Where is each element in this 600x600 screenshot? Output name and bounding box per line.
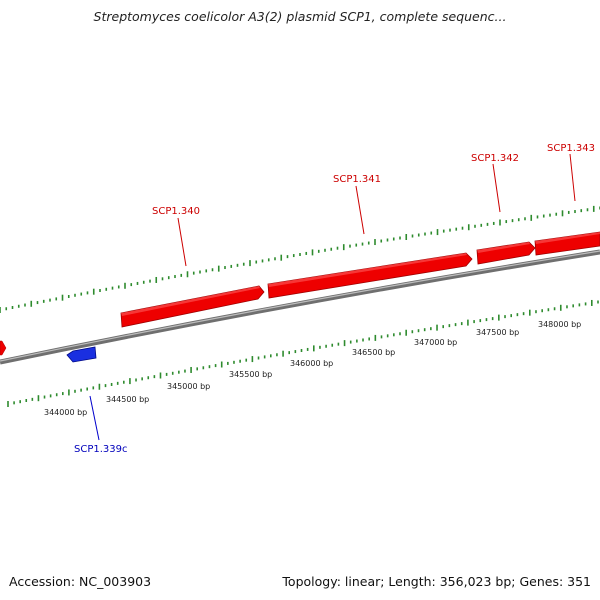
lower-tick-track bbox=[7, 299, 599, 407]
ruler-label: 346000 bp bbox=[290, 359, 333, 368]
upper-tick-track bbox=[0, 205, 600, 313]
topology-summary: Topology: linear; Length: 356,023 bp; Ge… bbox=[282, 574, 591, 589]
ruler-label: 348000 bp bbox=[538, 320, 581, 329]
gene-arrow-partial[interactable] bbox=[0, 340, 7, 356]
ruler-label: 345000 bp bbox=[167, 382, 210, 391]
label-leader bbox=[569, 153, 576, 202]
accession-text: Accession: NC_003903 bbox=[9, 574, 152, 589]
sequence-backbone bbox=[0, 249, 600, 365]
gene-label-scp1-339c[interactable]: SCP1.339c bbox=[74, 444, 128, 455]
label-leader bbox=[177, 217, 187, 267]
ruler-label: 344000 bp bbox=[44, 408, 87, 417]
label-leader bbox=[492, 163, 501, 213]
gene-arrow-scp1-342[interactable] bbox=[476, 241, 536, 265]
gene-arrow-scp1-340[interactable] bbox=[120, 285, 265, 328]
gene-arrow-scp1-341[interactable] bbox=[267, 252, 473, 299]
gene-arrow-scp1-343[interactable] bbox=[534, 231, 600, 256]
gene-label-scp1-340[interactable]: SCP1.340 bbox=[152, 206, 200, 217]
label-leader bbox=[355, 185, 365, 235]
gene-label-scp1-342[interactable]: SCP1.342 bbox=[471, 153, 519, 164]
ruler-label: 347000 bp bbox=[414, 338, 457, 347]
label-leader bbox=[89, 395, 100, 441]
gene-label-scp1-341[interactable]: SCP1.341 bbox=[333, 174, 381, 185]
gene-label-scp1-343[interactable]: SCP1.343 bbox=[547, 143, 595, 154]
map-title: Streptomyces coelicolor A3(2) plasmid SC… bbox=[93, 9, 507, 24]
ruler-label: 346500 bp bbox=[352, 348, 395, 357]
gene-arrow-scp1-339c[interactable] bbox=[66, 346, 97, 363]
ruler-label: 347500 bp bbox=[476, 328, 519, 337]
ruler-label: 344500 bp bbox=[106, 395, 149, 404]
ruler-label: 345500 bp bbox=[229, 370, 272, 379]
